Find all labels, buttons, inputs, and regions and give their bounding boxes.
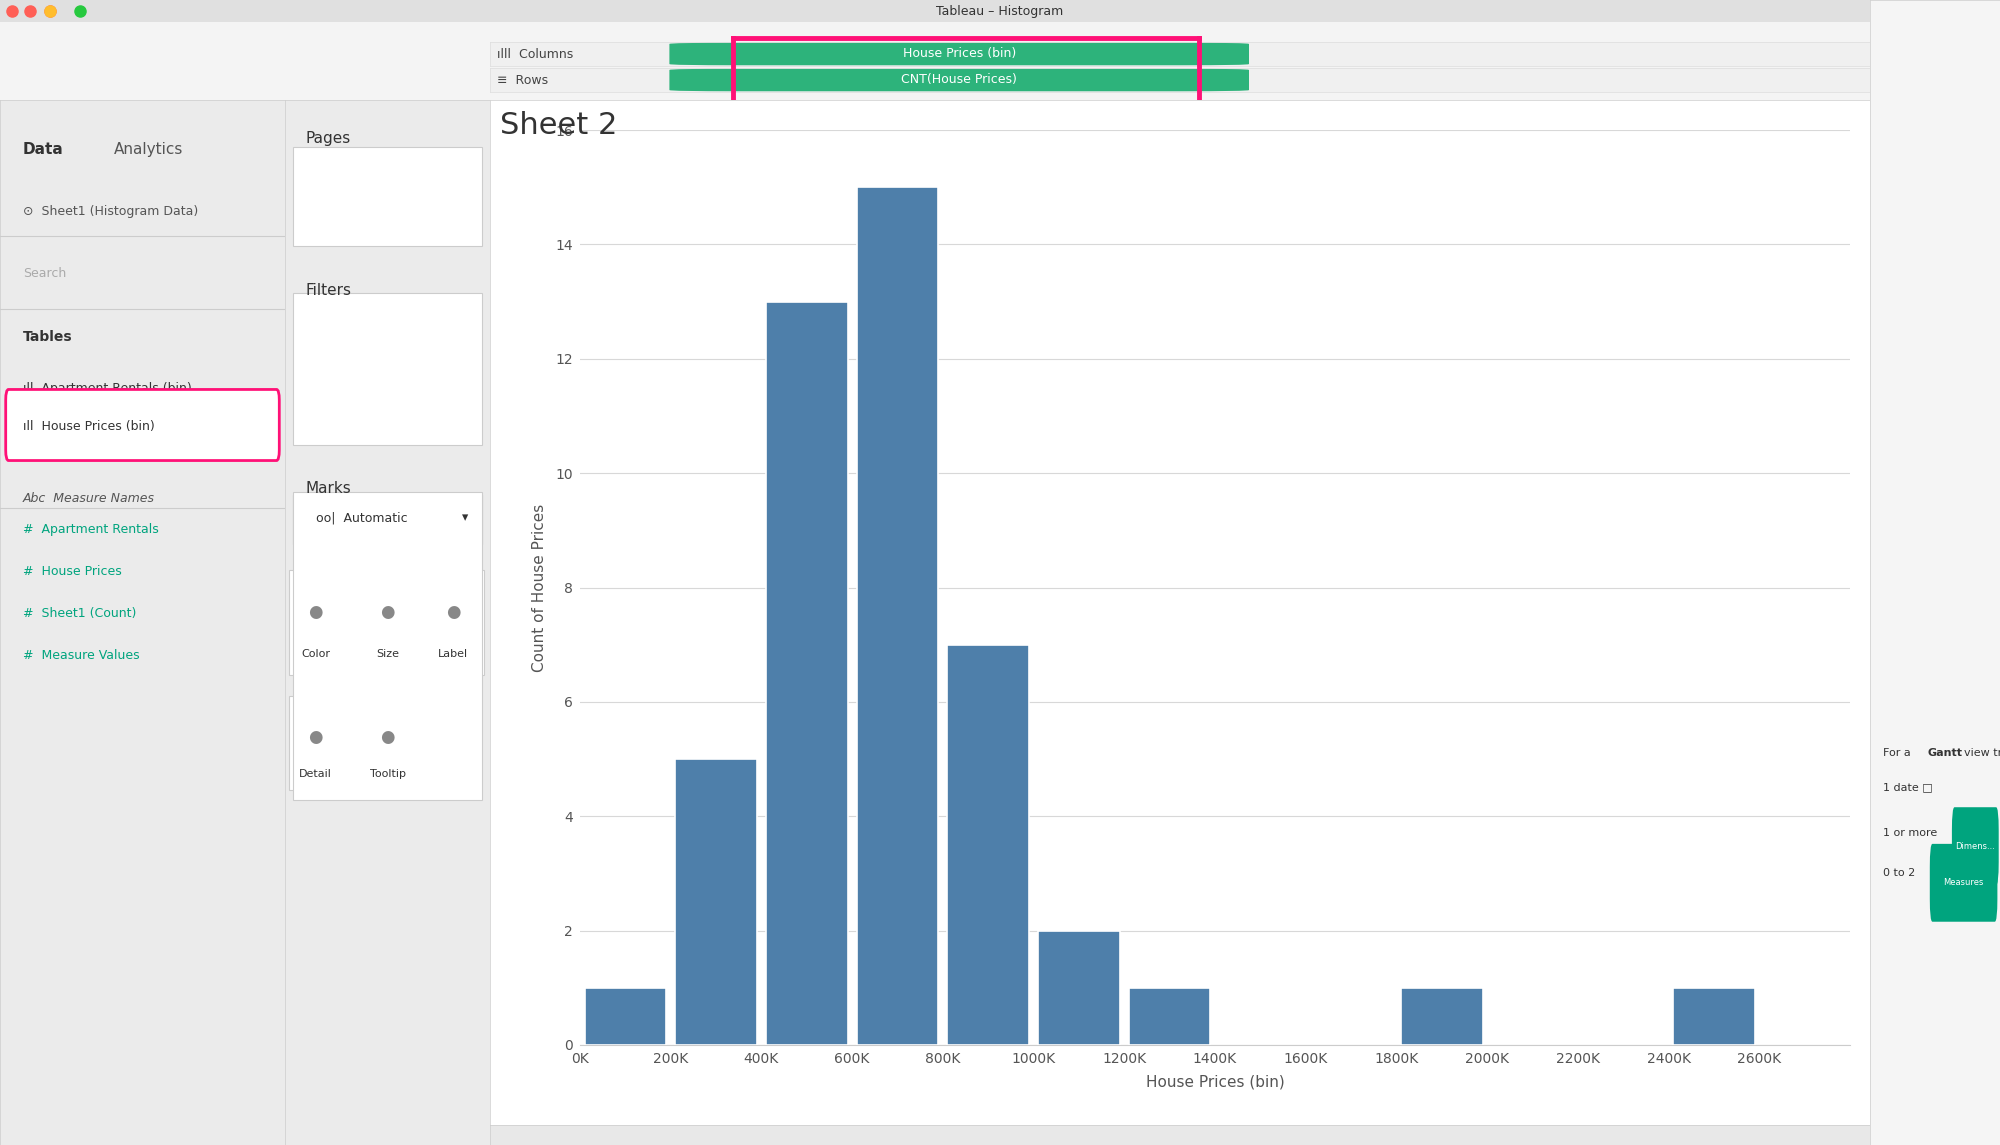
Text: ●: ● <box>380 728 394 747</box>
Text: Pages: Pages <box>306 132 350 147</box>
FancyBboxPatch shape <box>290 570 346 674</box>
Text: Analytics: Analytics <box>114 142 184 157</box>
FancyBboxPatch shape <box>1952 807 1998 885</box>
Text: Marks: Marks <box>306 481 352 497</box>
Bar <box>1128 988 1210 1045</box>
Text: Dimens...: Dimens... <box>1956 842 1996 851</box>
Text: #  House Prices: # House Prices <box>22 564 122 578</box>
Text: CNT(House Prices): CNT(House Prices) <box>902 73 1018 87</box>
Text: ●: ● <box>446 603 460 621</box>
Text: #  Apartment Rentals: # Apartment Rentals <box>22 523 158 536</box>
Text: Search: Search <box>22 267 66 281</box>
Text: ıll  House Prices (bin): ıll House Prices (bin) <box>22 419 154 433</box>
Bar <box>1674 988 1754 1045</box>
Bar <box>1400 988 1482 1045</box>
Text: Abc  Measure Names: Abc Measure Names <box>22 492 154 505</box>
FancyBboxPatch shape <box>360 570 418 674</box>
Bar <box>584 988 666 1045</box>
FancyBboxPatch shape <box>294 492 482 800</box>
Text: 1 or more: 1 or more <box>1884 828 1938 838</box>
FancyBboxPatch shape <box>670 69 1248 92</box>
FancyBboxPatch shape <box>294 147 482 246</box>
Text: Gantt: Gantt <box>1928 748 1962 758</box>
FancyBboxPatch shape <box>290 696 346 790</box>
Text: For a: For a <box>1884 748 1910 758</box>
Text: Detail: Detail <box>300 769 332 779</box>
Text: Filters: Filters <box>306 283 352 298</box>
X-axis label: House Prices (bin): House Prices (bin) <box>1146 1074 1284 1089</box>
Text: Color: Color <box>302 649 330 658</box>
Text: 0 to 2: 0 to 2 <box>1884 868 1916 878</box>
Text: ●: ● <box>308 603 324 621</box>
Text: view try: view try <box>1964 748 2000 758</box>
FancyBboxPatch shape <box>670 42 1248 65</box>
Text: ≡  Rows: ≡ Rows <box>496 73 548 87</box>
Text: Label: Label <box>438 649 468 658</box>
FancyBboxPatch shape <box>1930 844 1998 922</box>
Text: Sheet 2: Sheet 2 <box>500 111 618 140</box>
Text: Tooltip: Tooltip <box>370 769 406 779</box>
Text: ıll  Apartment Rentals (bin): ıll Apartment Rentals (bin) <box>22 382 192 395</box>
Bar <box>856 187 938 1045</box>
Text: oo|  Automatic: oo| Automatic <box>316 512 408 524</box>
FancyBboxPatch shape <box>294 293 482 445</box>
FancyBboxPatch shape <box>294 495 482 544</box>
Text: 1 date □: 1 date □ <box>1884 782 1932 792</box>
Text: Tableau – Histogram: Tableau – Histogram <box>936 5 1064 17</box>
Text: Size: Size <box>376 649 400 658</box>
FancyBboxPatch shape <box>426 570 484 674</box>
Text: ⊙  Sheet1 (Histogram Data): ⊙ Sheet1 (Histogram Data) <box>22 205 198 218</box>
Text: ▾: ▾ <box>462 512 468 524</box>
Y-axis label: Count of House Prices: Count of House Prices <box>532 504 546 672</box>
Bar <box>1038 931 1120 1045</box>
Text: Tables: Tables <box>22 330 72 344</box>
FancyBboxPatch shape <box>360 696 418 790</box>
Text: #  Sheet1 (Count): # Sheet1 (Count) <box>22 607 136 619</box>
Bar <box>766 301 848 1045</box>
FancyBboxPatch shape <box>6 389 280 460</box>
Bar <box>948 645 1030 1045</box>
Text: #  Measure Values: # Measure Values <box>22 648 140 662</box>
Text: ılll  Columns: ılll Columns <box>496 47 574 61</box>
Text: Measures: Measures <box>1944 878 1984 887</box>
Text: ●: ● <box>380 603 394 621</box>
Text: ●: ● <box>308 728 324 747</box>
Text: House Prices (bin): House Prices (bin) <box>902 47 1016 61</box>
Text: Data: Data <box>22 142 64 157</box>
Bar <box>676 759 756 1045</box>
